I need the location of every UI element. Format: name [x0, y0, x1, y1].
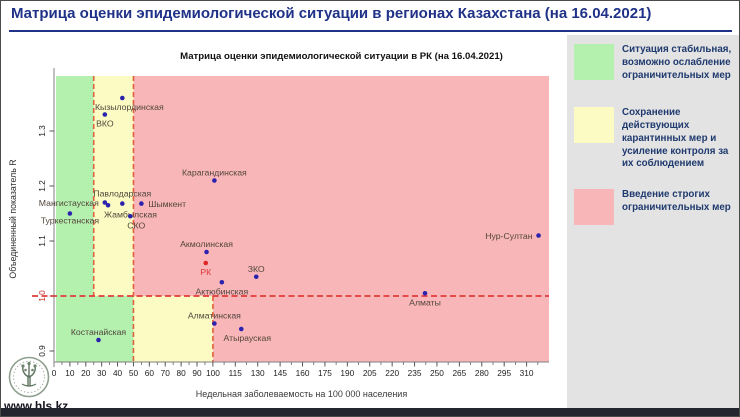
point-label: СКО — [127, 220, 145, 230]
y-tick-label: 1.0 — [37, 290, 47, 302]
point-label: Кызылординская — [95, 102, 164, 112]
data-point — [238, 326, 244, 332]
x-tick-label: 20 — [81, 368, 91, 378]
point-label: Карагандинская — [182, 168, 247, 178]
x-tick-label: 190 — [340, 368, 354, 378]
x-tick-label: 0 — [52, 368, 57, 378]
x-tick-label: 175 — [318, 368, 332, 378]
x-tick-label: 30 — [97, 368, 107, 378]
title-underline — [9, 30, 732, 32]
point-label: Шымкент — [148, 199, 186, 209]
zone-red — [133, 76, 549, 296]
chart-zones — [56, 76, 549, 362]
x-axis: 0 10 20 30 40 50 60 70 80 90 100 115 130 145 160 175 190… — [52, 361, 549, 399]
data-point — [536, 233, 541, 238]
yellow-zone-swatch — [574, 106, 614, 143]
point-label: ВКО — [96, 119, 114, 129]
y-tick-label: 1.3 — [37, 125, 47, 137]
x-tick-label: 250 — [430, 368, 444, 378]
data-point — [219, 279, 225, 285]
data-points: Кызылординская ВКО Карагандинская Мангистау… — [39, 95, 541, 343]
x-tick-label: 70 — [161, 368, 171, 378]
data-point — [422, 290, 428, 296]
point-label: Павлодарская — [93, 189, 151, 199]
x-tick-label: 100 — [206, 368, 220, 378]
point-label: Атырауская — [224, 333, 272, 343]
data-point — [105, 202, 111, 208]
x-tick-label: 50 — [129, 368, 139, 378]
point-label: Нур-Султан — [485, 231, 532, 241]
point-label: Алматы — [409, 297, 441, 307]
data-point — [212, 178, 217, 183]
y-tick-label: 1.2 — [37, 180, 47, 192]
x-tick-label: 90 — [192, 368, 202, 378]
data-point — [120, 95, 125, 101]
x-tick-label: 60 — [145, 368, 155, 378]
x-tick-label: 130 — [251, 368, 265, 378]
data-point — [96, 337, 101, 343]
x-tick-label: 205 — [363, 368, 377, 378]
legend-item-label: Введение строгих ограничительных мер — [622, 189, 731, 214]
footer-bar — [1, 408, 739, 416]
x-axis-label: Недельная заболеваемость на 100 000 насе… — [196, 389, 408, 399]
x-tick-label: 10 — [65, 368, 75, 378]
y-tick-label: 1.1 — [37, 235, 47, 247]
x-tick-label: 280 — [475, 368, 489, 378]
point-label: Алматинская — [188, 311, 241, 321]
red-zone-swatch — [574, 189, 614, 226]
data-point — [253, 274, 259, 280]
y-axis-label: Объединенный показатель R — [8, 159, 18, 278]
point-label: ЗКО — [248, 264, 265, 274]
point-label: Мангистауская — [39, 198, 99, 208]
legend-panel: Ситуация стабильная, возможно ослабление… — [567, 35, 739, 410]
data-point — [102, 112, 108, 117]
threshold-lines — [32, 76, 549, 362]
legend-item-keep-measures: Сохранение действующих карантинных мер и… — [574, 106, 737, 172]
point-label: РК — [200, 267, 212, 277]
x-tick-label: 160 — [296, 368, 310, 378]
x-tick-label: 115 — [229, 368, 243, 378]
point-label: Акмолинская — [180, 239, 233, 249]
data-point — [204, 249, 209, 255]
legend-item-label: Ситуация стабильная, возможно ослабление… — [622, 44, 732, 81]
data-point — [139, 201, 144, 206]
legend-item-strict-measures: Введение строгих ограничительных мер — [574, 189, 737, 226]
hls-logo — [6, 356, 52, 400]
zone-green — [56, 296, 134, 362]
zone-yellow — [133, 296, 213, 362]
chart-title: Матрица оценки эпидемиологической ситуац… — [180, 51, 503, 62]
x-tick-label: 40 — [113, 368, 123, 378]
point-label: Актюбинская — [196, 286, 249, 296]
data-point — [203, 260, 209, 266]
tree-seal-logo-icon — [8, 356, 50, 398]
legend-item-label: Сохранение действующих карантинных мер и… — [622, 106, 729, 170]
point-label: Костанайская — [71, 327, 127, 337]
x-tick-label: 220 — [385, 368, 399, 378]
data-point — [102, 200, 108, 205]
data-point — [212, 321, 217, 326]
page-title: Матрица оценки эпидемиологической ситуац… — [11, 5, 652, 22]
x-tick-label: 265 — [452, 368, 466, 378]
zone-red — [212, 296, 549, 362]
x-tick-label: 235 — [408, 368, 422, 378]
y-axis: 0.9 1.0 1.1 1.2 1.3 Объединенный показатель R — [8, 68, 55, 367]
green-zone-swatch — [574, 44, 614, 80]
data-point — [67, 211, 73, 216]
x-tick-label: 310 — [520, 368, 534, 378]
data-point — [127, 213, 133, 219]
data-point — [120, 201, 125, 206]
x-tick-label: 80 — [176, 368, 186, 378]
zone-yellow — [93, 76, 134, 296]
x-tick-label: 145 — [273, 368, 287, 378]
x-tick-label: 295 — [497, 368, 511, 378]
zone-green — [56, 76, 94, 296]
legend-item-stable: Ситуация стабильная, возможно ослабление… — [574, 44, 737, 83]
y-tick-label: 0.9 — [37, 345, 47, 357]
point-label: Туркестанская — [41, 216, 100, 226]
